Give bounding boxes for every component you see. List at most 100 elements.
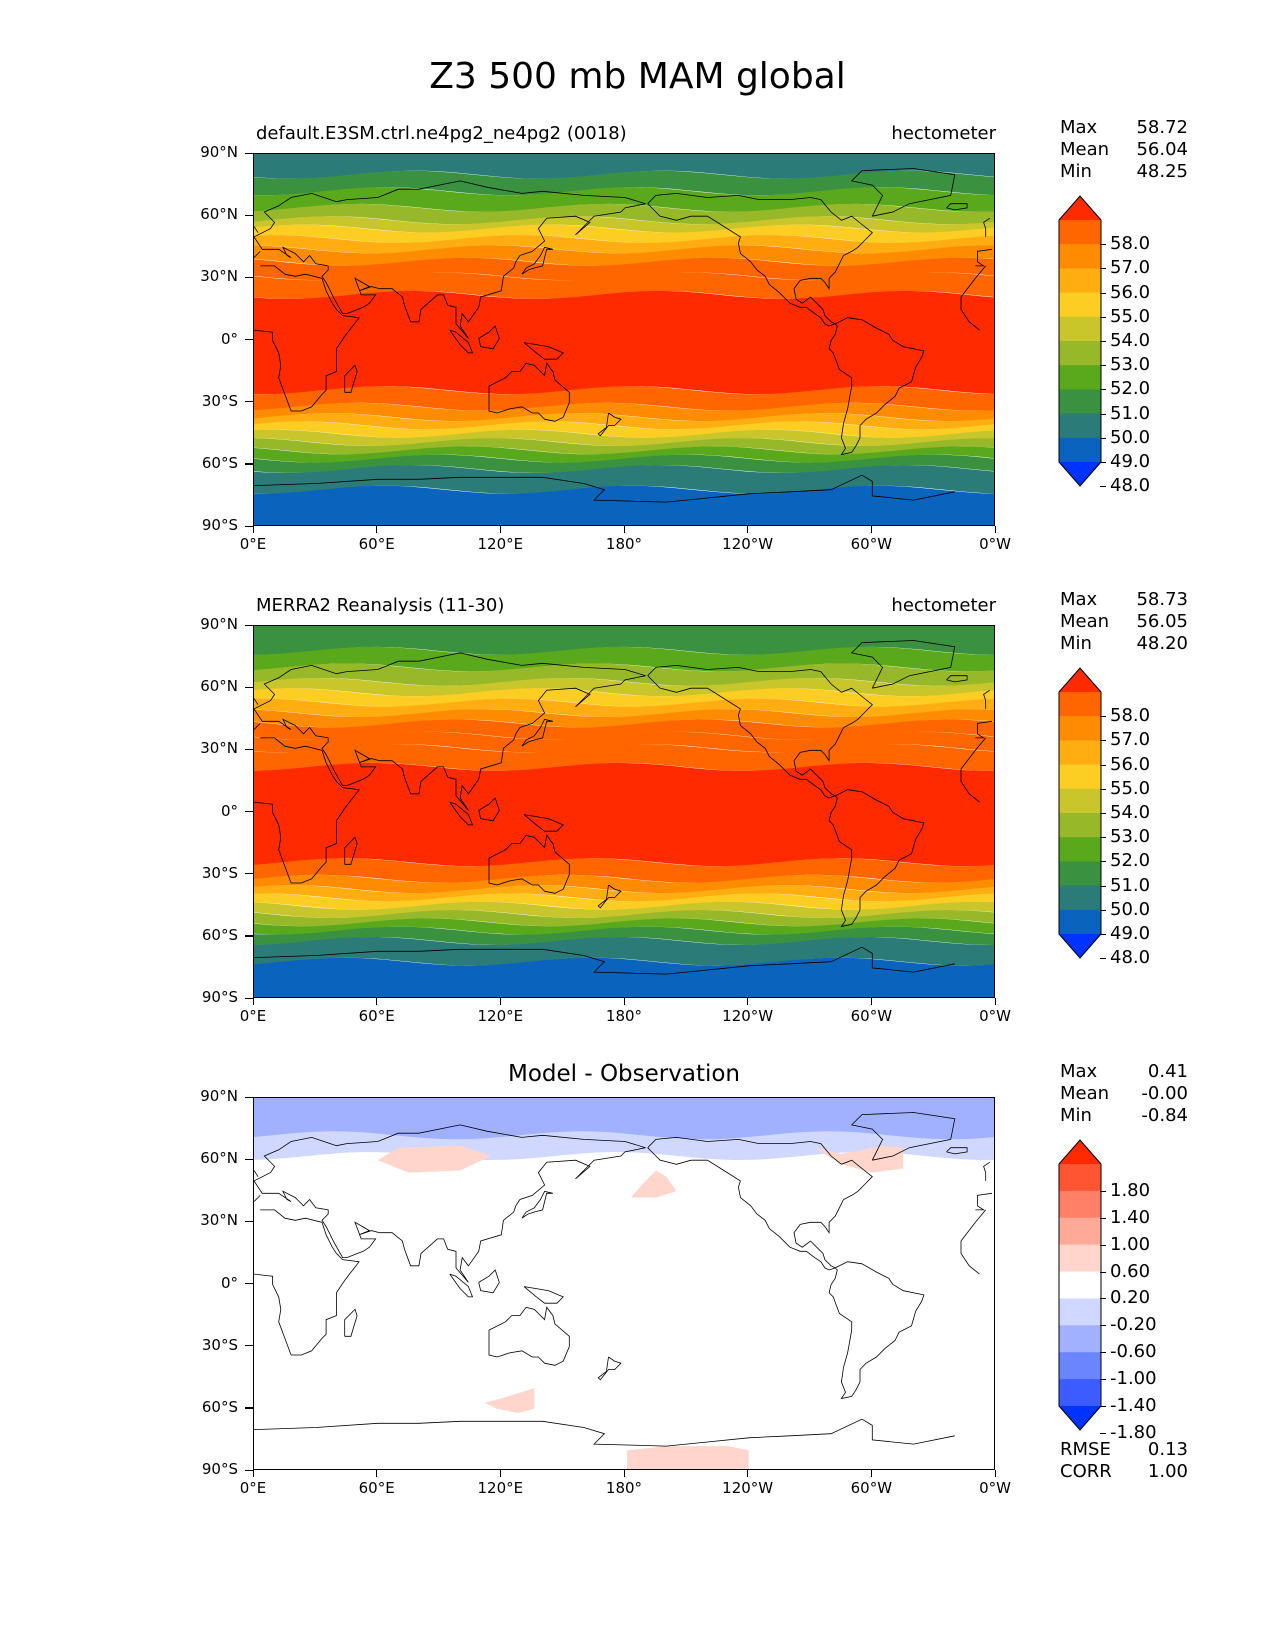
colorbar-label: 49.0 [1110, 451, 1151, 472]
contour-band [254, 187, 994, 212]
stat-label: RMSE [1060, 1439, 1111, 1460]
colorbar-label: 54.0 [1110, 330, 1151, 351]
colorbar-extension [1059, 1406, 1101, 1430]
coastline [647, 664, 873, 799]
coastline [449, 1273, 474, 1298]
colorbar-segment [1059, 268, 1101, 294]
x-tick [623, 1470, 625, 1477]
x-tick-label: 120°E [477, 535, 524, 553]
contour-band [254, 858, 994, 883]
contour-band [254, 154, 994, 179]
contour-band [254, 663, 994, 686]
colorbar-label: 57.0 [1110, 729, 1151, 751]
colorbar-extension [1059, 462, 1101, 486]
stat-value: 58.72 [1136, 117, 1188, 138]
coastline [449, 801, 474, 826]
colorbar-label: 51.0 [1110, 874, 1151, 896]
y-tick-label: 60°N [200, 205, 238, 224]
contour-map [254, 1098, 994, 1469]
x-tick-label: 180° [605, 535, 643, 553]
contour-band [254, 910, 994, 927]
y-tick-label: 60°S [201, 925, 238, 944]
colorbar-tick [1100, 1432, 1106, 1434]
stat-label: Max [1060, 589, 1098, 610]
stat-label: Max [1060, 117, 1098, 138]
coastline [960, 297, 980, 331]
coastline [521, 1190, 553, 1219]
stat-label: Min [1060, 161, 1092, 182]
colorbar-label: 52.0 [1110, 850, 1151, 872]
colorbar-segment [1059, 837, 1101, 862]
stat-value: 0.41 [1147, 1061, 1188, 1082]
colorbar-segment [1059, 292, 1101, 318]
y-tick [245, 1283, 253, 1285]
x-tick-label: 120°W [722, 1007, 774, 1025]
colorbar-segment [1059, 861, 1101, 887]
stat-value: 48.20 [1136, 633, 1188, 654]
stat-row: Min 48.25 [1060, 161, 1188, 183]
stat-value: 56.05 [1136, 611, 1188, 632]
stat-value: 1.00 [1147, 1461, 1188, 1482]
coastline [254, 226, 259, 233]
coastline [960, 1209, 987, 1242]
coastline [254, 1195, 261, 1202]
colorbar-label: 0.60 [1110, 1260, 1151, 1282]
colorbar-tick [1100, 389, 1106, 391]
coastline [975, 1192, 992, 1211]
contour-band [254, 224, 994, 243]
contour-band [254, 272, 994, 299]
x-tick-label: 120°W [722, 1479, 774, 1497]
contour-band [254, 170, 994, 196]
colorbar-extension [1059, 1140, 1101, 1164]
coastline [254, 946, 955, 975]
coastline [344, 364, 358, 393]
stat-row: Mean 56.04 [1060, 139, 1188, 161]
colorbar-segment [1059, 341, 1101, 366]
colorbar-tick [1100, 1406, 1106, 1407]
x-tick-label: 60°W [850, 1479, 893, 1497]
stat-row: Max 0.41 [1060, 1061, 1188, 1083]
colorbar-label: 53.0 [1110, 354, 1151, 376]
x-tick-label: 0°W [979, 1479, 1011, 1497]
coastline [344, 1308, 358, 1337]
colorbar-segment [1059, 437, 1101, 463]
y-tick [245, 152, 253, 154]
colorbar-label: 58.0 [1110, 705, 1151, 727]
colorbar-label: 56.0 [1110, 753, 1151, 775]
y-tick [245, 873, 253, 875]
colorbar-label: 1.00 [1110, 1233, 1151, 1255]
colorbar-segment [1059, 1379, 1101, 1407]
panel-title: Model - Observation [507, 1061, 741, 1087]
x-tick [376, 526, 378, 533]
colorbar-tick [1100, 1244, 1106, 1246]
y-tick [245, 525, 253, 527]
coastline [254, 265, 360, 412]
x-tick [252, 1470, 254, 1477]
coastline [828, 317, 925, 456]
colorbar [1058, 1139, 1102, 1431]
y-tick [245, 1469, 253, 1471]
stat-row: Min -0.84 [1060, 1105, 1188, 1127]
colorbar-segment [1059, 1190, 1101, 1219]
contour-band [254, 698, 994, 717]
x-tick-label: 60°W [850, 1007, 893, 1025]
y-tick-label: 30°S [201, 391, 238, 410]
x-tick-label: 60°W [850, 535, 893, 553]
x-tick [499, 1470, 502, 1477]
contour-band [254, 386, 994, 411]
x-tick [747, 1470, 749, 1477]
colorbar-label: 57.0 [1110, 257, 1151, 279]
y-tick-label: 0° [220, 329, 238, 348]
colorbar-tick [1100, 437, 1106, 439]
coastline [975, 720, 992, 739]
colorbar-tick [1100, 885, 1106, 887]
stat-row: Min 48.20 [1060, 633, 1188, 655]
panel-units: hectometer [891, 123, 996, 144]
colorbar-segment [1059, 389, 1101, 415]
map-plot-area [253, 153, 995, 526]
x-tick [870, 998, 873, 1005]
y-tick [245, 339, 253, 341]
y-tick-label: 90°S [201, 988, 238, 1006]
coastline [850, 1112, 956, 1161]
x-tick [747, 526, 749, 533]
